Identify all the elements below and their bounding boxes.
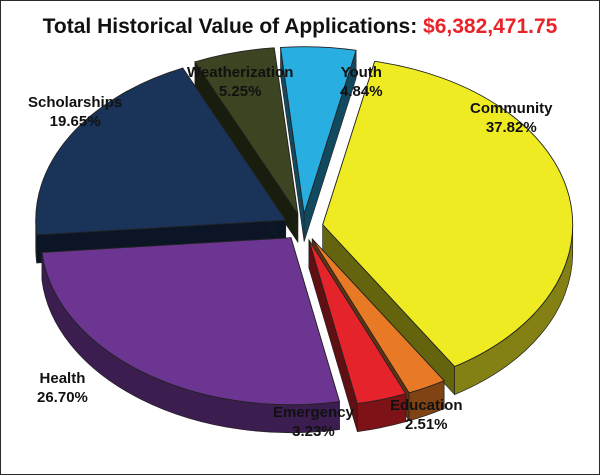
pie-slices xyxy=(35,46,574,434)
label-weatherization-percent: 5.25% xyxy=(218,83,262,100)
slice-youth-top xyxy=(280,46,357,214)
chart-title: Total Historical Value of Applications: … xyxy=(1,15,599,39)
label-community-name: Community xyxy=(470,100,553,117)
label-education-percent: 2.51% xyxy=(404,416,448,433)
label-weatherization: Weatherization 5.25% xyxy=(187,63,293,101)
slice-scholarships-top xyxy=(35,67,287,236)
label-youth: Youth 4.84% xyxy=(340,63,383,101)
slice-youth xyxy=(280,46,357,242)
label-emergency-name: Emergency xyxy=(273,404,354,421)
title-total: $6,382,471.75 xyxy=(423,15,558,38)
label-education: Education 2.51% xyxy=(390,396,463,434)
label-scholarships-percent: 19.65% xyxy=(49,113,101,130)
slice-health xyxy=(41,237,341,434)
slice-emergency-top xyxy=(308,239,407,405)
slice-emergency xyxy=(308,238,407,433)
label-health-percent: 26.70% xyxy=(37,389,88,406)
label-weatherization-name: Weatherization xyxy=(187,64,294,81)
label-community-percent: 37.82% xyxy=(485,119,537,136)
slice-weatherization-top xyxy=(194,47,299,215)
label-emergency-percent: 3.23% xyxy=(292,423,335,440)
label-youth-percent: 4.84% xyxy=(340,83,383,100)
label-education-name: Education xyxy=(390,397,463,414)
title-text: Total Historical Value of Applications: xyxy=(42,15,418,38)
slice-health-top xyxy=(41,237,341,406)
slice-education-top xyxy=(311,238,445,394)
label-health: Health 26.70% xyxy=(37,369,88,407)
label-emergency: Emergency 3.23% xyxy=(273,403,354,441)
label-scholarships-name: Scholarships xyxy=(28,94,123,111)
label-scholarships: Scholarships 19.65% xyxy=(28,93,122,131)
label-health-name: Health xyxy=(39,370,86,387)
label-community: Community 37.82% xyxy=(470,99,553,137)
slice-scholarships xyxy=(35,67,287,264)
slice-community-top xyxy=(322,60,574,368)
label-youth-name: Youth xyxy=(340,64,382,81)
slice-community xyxy=(322,60,574,396)
